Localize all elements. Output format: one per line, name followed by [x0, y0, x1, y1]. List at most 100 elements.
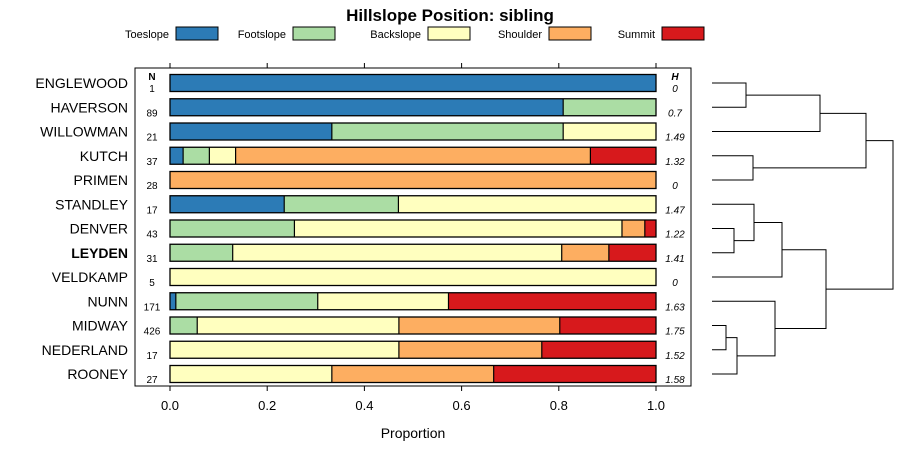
bar-segment-backslope: [232, 244, 562, 262]
h-value: 1.47: [665, 205, 685, 216]
row-label: DENVER: [70, 221, 128, 237]
dendrogram-branch: [712, 82, 747, 108]
legend-swatch-toeslope: [175, 26, 219, 41]
bar-segment-backslope: [170, 268, 656, 286]
bar-segment-backslope: [317, 292, 449, 310]
bar-row-veldkamp: VELDKAMP 5 0: [52, 267, 678, 289]
bar-row-midway: MIDWAY 426 1.75: [72, 316, 685, 338]
bar-row-standley: STANDLEY 17 1.47: [55, 195, 685, 216]
n-value: 27: [146, 375, 158, 386]
n-value: 28: [146, 181, 158, 192]
row-label: VELDKAMP: [52, 269, 128, 285]
row-label: MIDWAY: [72, 318, 129, 334]
bar-segment-summit: [541, 341, 656, 359]
bar-segment-shoulder: [331, 365, 494, 383]
h-value: 1.63: [665, 302, 685, 313]
bar-segment-toeslope: [170, 147, 184, 165]
bar-outline: [169, 170, 657, 190]
legend: Toeslope Footslope Backslope Shoulder Summit: [125, 26, 705, 41]
bar-segment-toeslope: [170, 98, 564, 116]
bar-segment-toeslope: [170, 123, 332, 140]
n-value: 37: [146, 157, 158, 168]
h-value: 1.58: [665, 375, 685, 386]
bar-outline: [169, 73, 657, 93]
bar-segment-backslope: [170, 341, 399, 359]
legend-swatch-backslope: [427, 26, 471, 41]
bar-segment-summit: [559, 317, 656, 334]
bar-segment-backslope: [563, 123, 656, 140]
n-value: 1: [149, 84, 155, 95]
n-value: 426: [144, 327, 161, 338]
h-value: 0: [672, 181, 678, 192]
bar-segment-summit: [590, 147, 656, 165]
legend-label-summit: Summit: [618, 29, 655, 41]
bar-segment-summit: [608, 244, 656, 262]
chart-title: Hillslope Position: sibling: [346, 6, 554, 25]
dendrogram-root: [826, 140, 894, 290]
bar-outline: [169, 195, 657, 214]
bar-outline: [169, 122, 657, 141]
row-label: ENGLEWOOD: [35, 75, 128, 91]
dendrogram-branch: [712, 325, 727, 351]
bar-segment-toeslope: [170, 292, 176, 310]
h-value: 0: [672, 278, 678, 289]
dendrogram-branch: [712, 337, 738, 375]
row-label: ROONEY: [67, 366, 128, 382]
h-value: 0.7: [668, 108, 682, 119]
bar-segment-summit: [493, 365, 656, 383]
x-tick-label: 1.0: [647, 398, 665, 413]
bar-segment-footslope: [563, 98, 656, 116]
h-value: 0: [672, 84, 678, 95]
n-value: 5: [149, 278, 155, 289]
n-value: 31: [146, 254, 158, 265]
bar-segment-summit: [448, 292, 656, 310]
bar-segment-footslope: [170, 244, 233, 262]
bar-segment-shoulder: [235, 147, 591, 165]
h-header: H: [671, 72, 679, 83]
bar-segment-footslope: [284, 195, 399, 213]
bar-rows: ENGLEWOOD 1 0 HAVERSON 89 0.7 WILLOWMAN 21 1.49 K…: [35, 73, 685, 386]
column-headers: N H: [148, 72, 679, 83]
dendrogram-branch: [712, 300, 776, 357]
bar-segment-backslope: [209, 147, 236, 165]
bar-segment-footslope: [331, 123, 564, 140]
h-value: 1.49: [665, 133, 685, 144]
dendrogram-branch: [712, 228, 735, 254]
h-value: 1.32: [665, 157, 685, 168]
dendrogram-branch: [712, 94, 821, 132]
bar-row-nunn: NUNN 171 1.63: [88, 292, 685, 313]
dendrogram-branch: [753, 112, 867, 169]
bar-row-willowman: WILLOWMAN 21 1.49: [40, 122, 685, 144]
row-label: STANDLEY: [55, 196, 129, 212]
bar-segment-shoulder: [621, 220, 645, 237]
x-tick-label: 0.0: [161, 398, 179, 413]
row-label: WILLOWMAN: [40, 124, 128, 140]
n-header: N: [148, 72, 155, 83]
bar-segment-toeslope: [170, 195, 285, 213]
dendrogram-branch: [712, 203, 755, 242]
bar-row-primen: PRIMEN 28 0: [74, 170, 678, 192]
bar-row-englewood: ENGLEWOOD 1 0: [35, 73, 678, 95]
legend-swatch-shoulder: [548, 26, 592, 41]
x-tick-label: 0.2: [258, 398, 276, 413]
bar-outline: [169, 267, 657, 287]
dendrogram-branch: [712, 155, 754, 181]
x-tick-label: 0.4: [355, 398, 373, 413]
row-label: LEYDEN: [71, 245, 128, 261]
bar-segment-shoulder: [170, 171, 656, 189]
x-axis-label: Proportion: [381, 425, 446, 441]
bar-row-nederland: NEDERLAND 17 1.52: [42, 340, 685, 362]
x-tick-label: 0.8: [550, 398, 568, 413]
legend-swatch-summit: [661, 26, 705, 41]
row-label: HAVERSON: [50, 99, 128, 115]
bar-segment-backslope: [294, 220, 622, 237]
row-label: NEDERLAND: [42, 342, 128, 358]
bar-segment-shoulder: [398, 341, 542, 359]
n-value: 17: [146, 351, 158, 362]
bar-segment-backslope: [398, 195, 656, 213]
h-value: 1.75: [665, 327, 685, 338]
bar-segment-backslope: [197, 317, 399, 334]
bar-outline: [169, 243, 657, 262]
bar-segment-footslope: [170, 317, 198, 334]
legend-label-footslope: Footslope: [238, 29, 286, 41]
